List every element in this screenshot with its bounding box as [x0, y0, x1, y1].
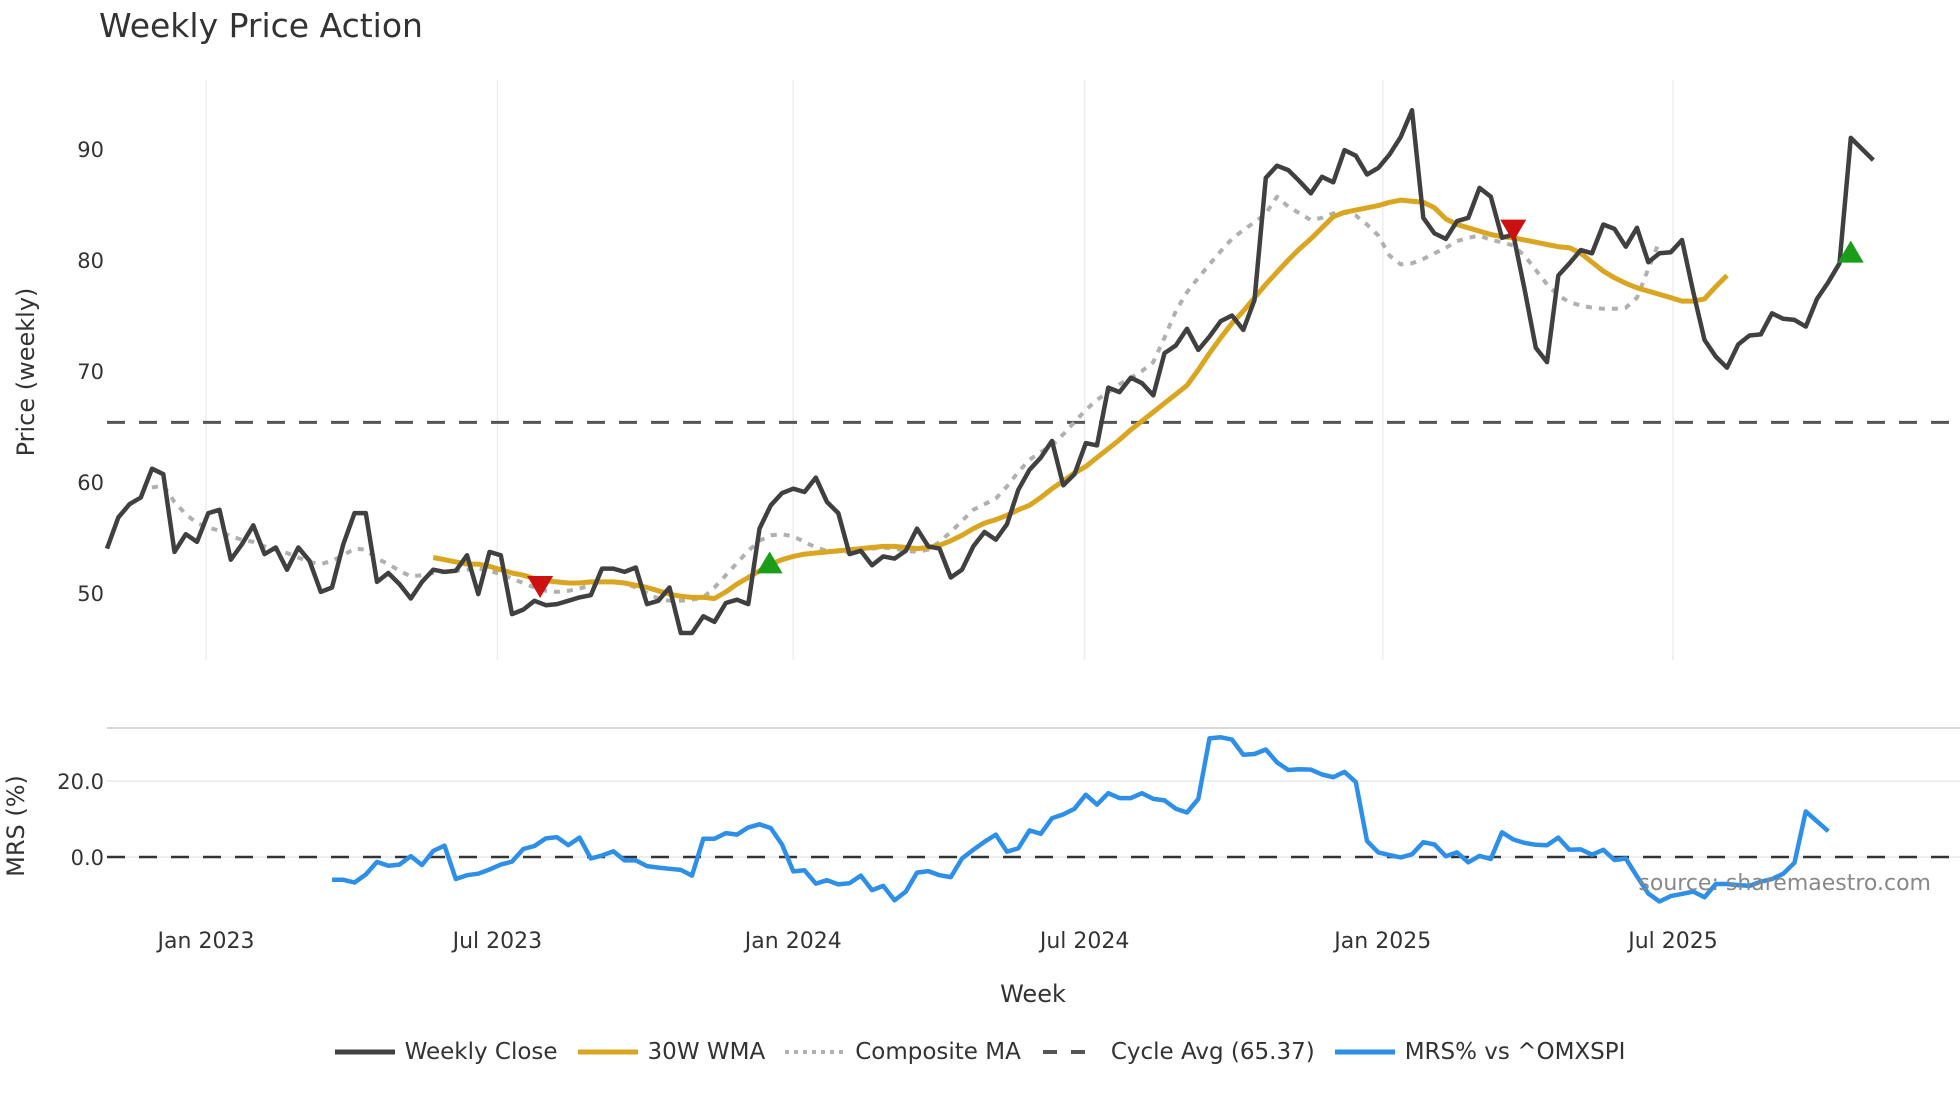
mrs-line [332, 735, 1830, 904]
composite-ma-line [151, 194, 1662, 603]
x-axis-ticks: Jan 2023 Jul 2023 Jan 2024 Jul 2024 Jan 2025… [156, 929, 1718, 954]
sell-signal-triangle-down-icon [1500, 219, 1527, 242]
y-tick-label: 70 [77, 360, 104, 384]
buy-signal-triangle-up-icon [1837, 240, 1864, 263]
x-tick-label: Jul 2023 [451, 929, 543, 954]
legend-item-wma[interactable]: 30W WMA [577, 1034, 766, 1070]
legend-label: Cycle Avg (65.37) [1110, 1039, 1315, 1065]
source-watermark: source: sharemaestro.com [1638, 871, 1931, 896]
legend: Weekly Close 30W WMA Composite MA Cycle … [0, 1034, 1960, 1070]
buy-signal-triangle-up-icon [756, 551, 783, 574]
price-y-axis: 50 60 70 80 90 [77, 138, 104, 606]
solid-line-icon [1334, 1049, 1395, 1055]
x-tick-label: Jan 2025 [1332, 929, 1431, 954]
legend-label: Composite MA [855, 1039, 1021, 1065]
solid-line-icon [334, 1049, 395, 1055]
mrs-y-axis: 0.0 20.0 [57, 770, 104, 870]
legend-item-cycle-avg[interactable]: Cycle Avg (65.37) [1041, 1034, 1315, 1070]
y-tick-label: 50 [77, 582, 104, 606]
legend-label: Weekly Close [404, 1039, 558, 1065]
y-tick-label: 20.0 [57, 770, 104, 794]
solid-line-icon [577, 1049, 638, 1055]
sell-signal-triangle-down-icon [527, 575, 554, 599]
x-tick-label: Jul 2025 [1626, 929, 1718, 954]
x-tick-label: Jan 2023 [156, 929, 255, 954]
weekly-close-line [104, 107, 1875, 636]
x-tick-label: Jul 2024 [1038, 929, 1130, 954]
y-tick-label: 0.0 [71, 846, 104, 870]
legend-label: MRS% vs ^OMXSPI [1404, 1039, 1626, 1065]
mrs-y-axis-title: MRS (%) [2, 775, 30, 877]
signal-markers [527, 219, 1864, 599]
wma-30w-line [432, 197, 1729, 601]
dashed-line-icon [1042, 1050, 1099, 1054]
y-tick-label: 60 [77, 471, 104, 495]
price-y-axis-title: Price (weekly) [12, 288, 40, 457]
legend-label: 30W WMA [647, 1039, 766, 1065]
chart-title: Weekly Price Action [99, 6, 423, 45]
legend-item-composite-ma[interactable]: Composite MA [785, 1034, 1021, 1070]
mrs-panel-grid [107, 780, 1960, 858]
y-tick-label: 80 [77, 249, 104, 273]
legend-item-weekly-close[interactable]: Weekly Close [334, 1034, 558, 1070]
legend-item-mrs[interactable]: MRS% vs ^OMXSPI [1334, 1034, 1626, 1070]
y-tick-label: 90 [77, 138, 104, 162]
price-panel-grid [205, 80, 1674, 660]
x-tick-label: Jan 2024 [743, 929, 842, 954]
x-axis-title: Week [1000, 980, 1066, 1008]
dotted-line-icon [785, 1050, 846, 1054]
